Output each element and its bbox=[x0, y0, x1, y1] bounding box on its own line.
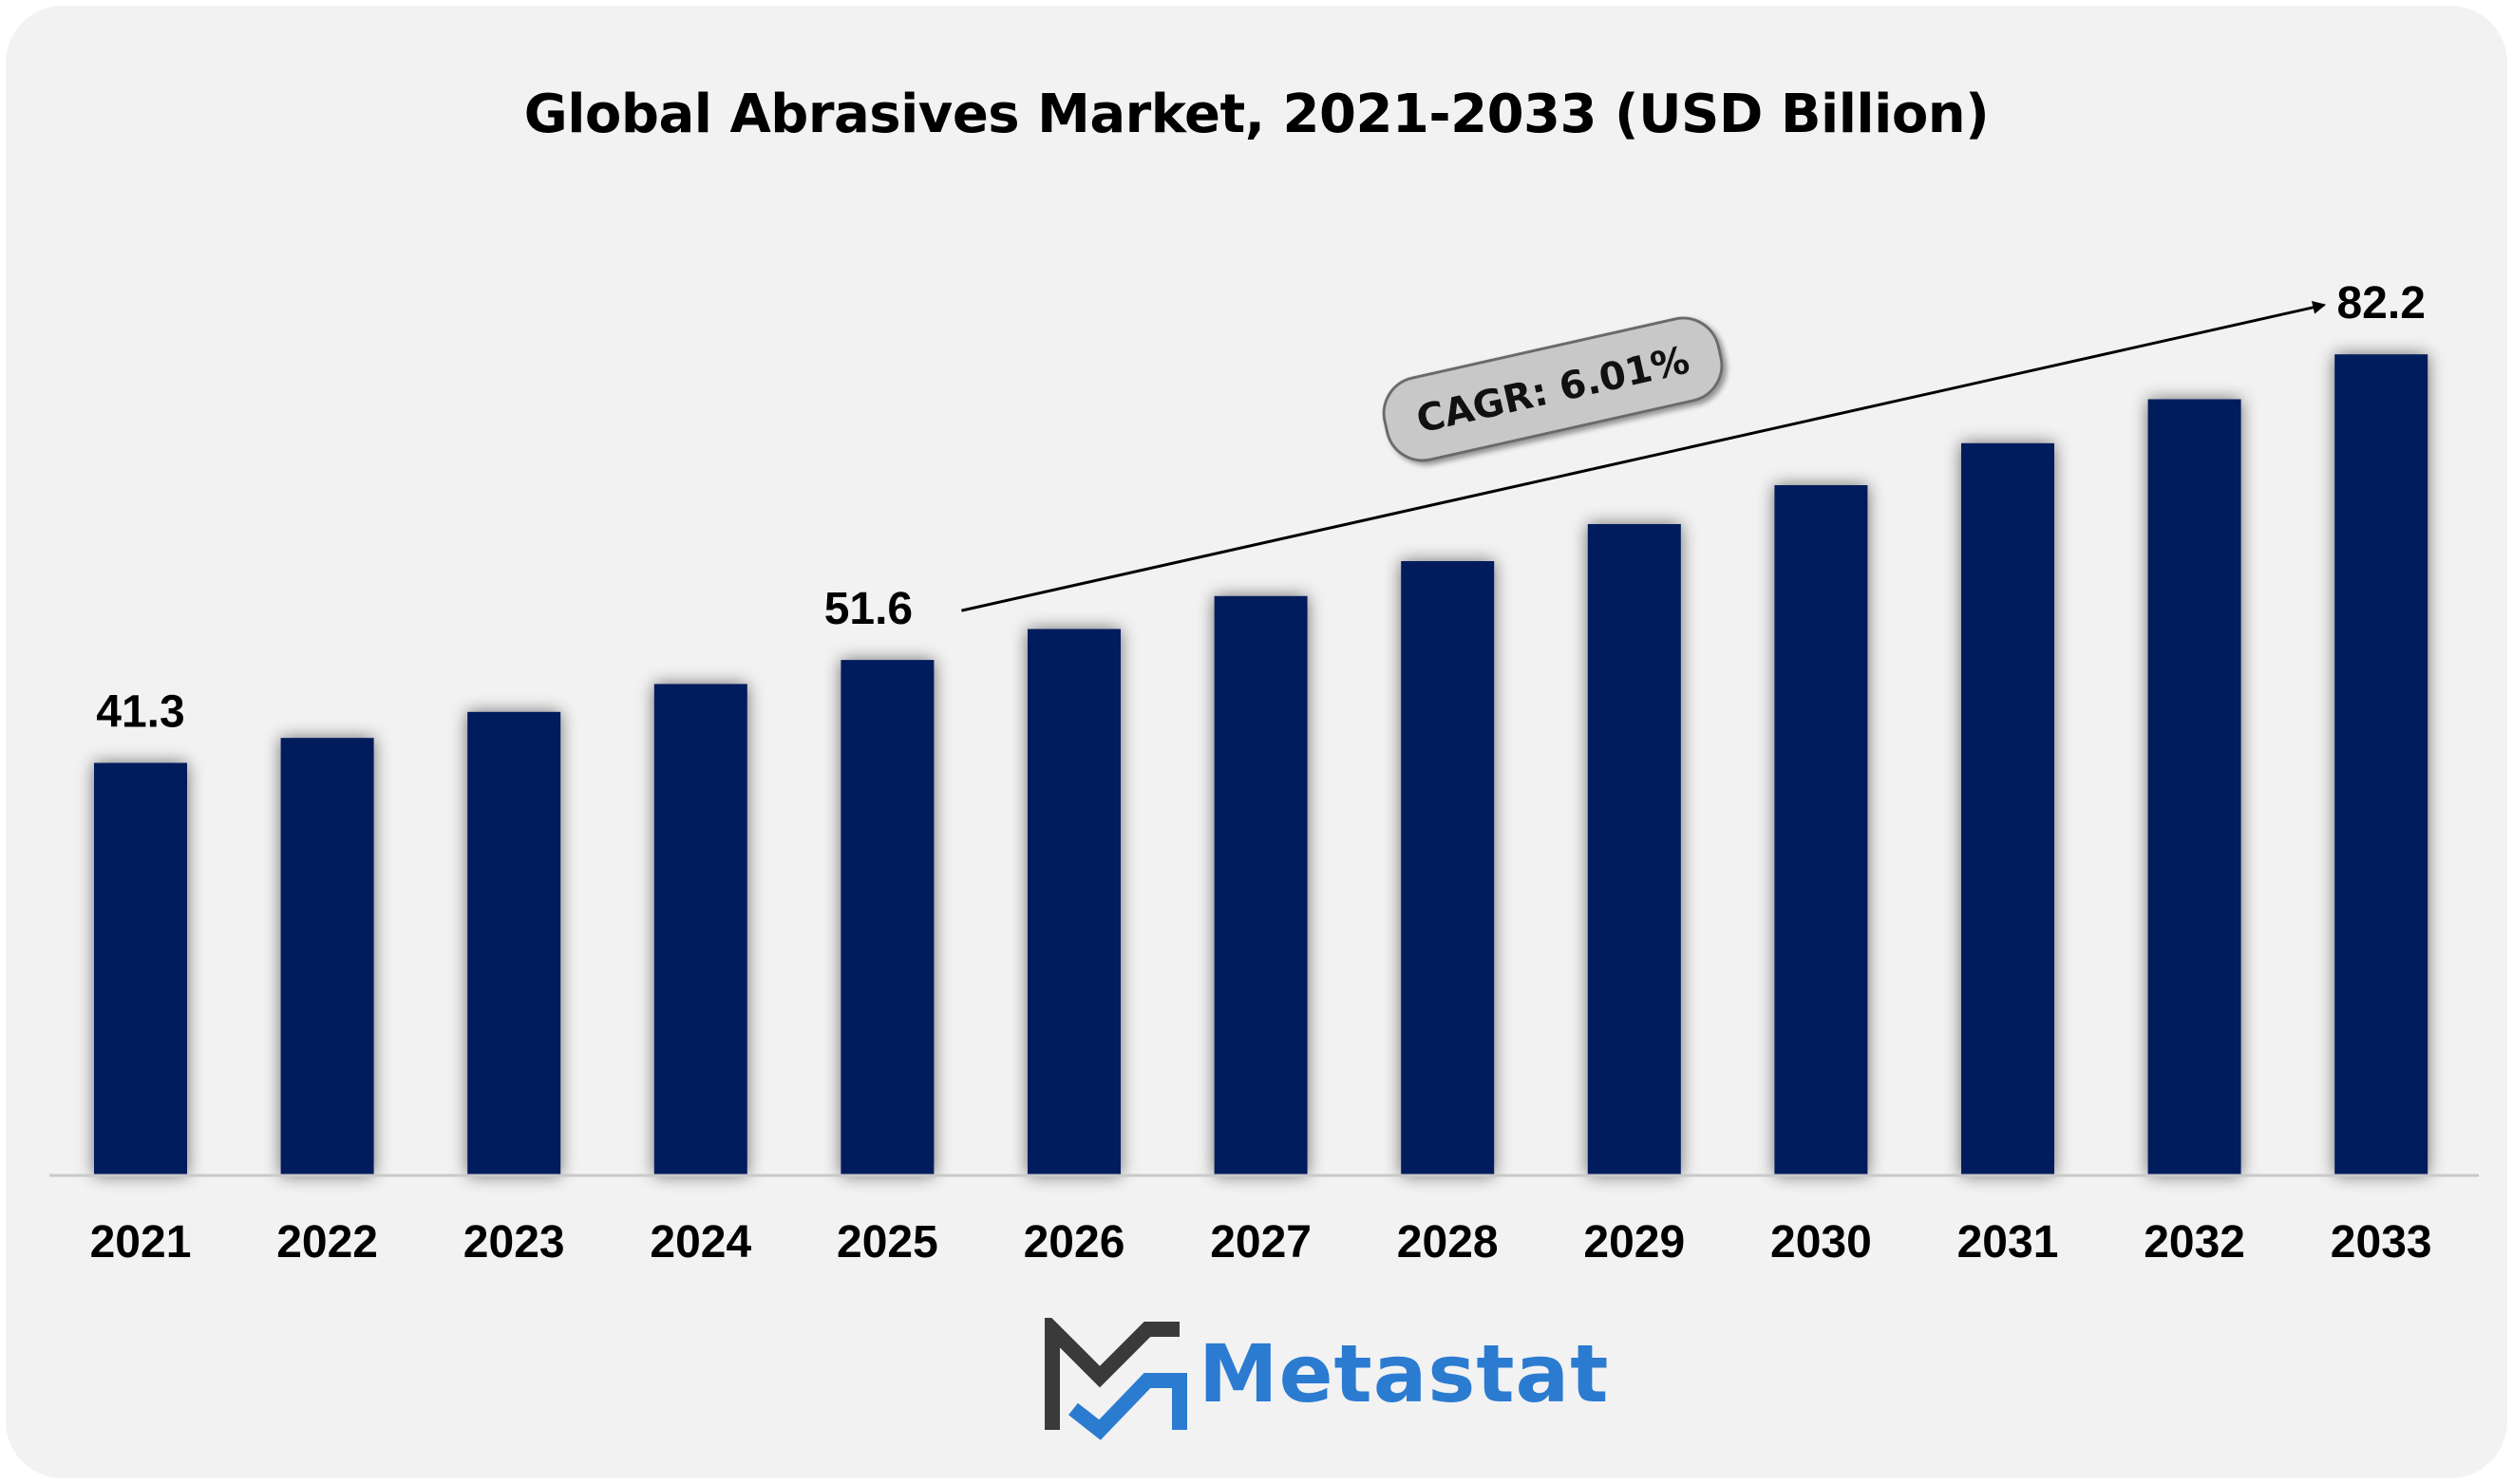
cagr-pill bbox=[1382, 316, 1724, 462]
bar-2028 bbox=[1401, 561, 1495, 1175]
x-tick-label-2022: 2022 bbox=[276, 1217, 378, 1268]
bar-2024 bbox=[653, 684, 747, 1175]
x-tick-label-2026: 2026 bbox=[1024, 1217, 1125, 1268]
x-tick-label-2028: 2028 bbox=[1397, 1217, 1499, 1268]
bar-2033 bbox=[2334, 354, 2428, 1175]
bar-2022 bbox=[280, 738, 374, 1175]
cagr-annotation: CAGR: 6.01% bbox=[1382, 316, 1724, 462]
x-tick-label-2023: 2023 bbox=[463, 1217, 565, 1268]
bar-2032 bbox=[2147, 399, 2241, 1175]
metastat-m-icon bbox=[1045, 1318, 1187, 1440]
chart-title: Global Abrasives Market, 2021-2033 (USD … bbox=[523, 84, 1990, 145]
x-tick-label-2025: 2025 bbox=[837, 1217, 938, 1268]
x-tick-label-2024: 2024 bbox=[650, 1217, 751, 1268]
metastat-logo-text: Metastat bbox=[1199, 1327, 1610, 1420]
x-tick-label-2027: 2027 bbox=[1210, 1217, 1312, 1268]
x-tick-label-2021: 2021 bbox=[90, 1217, 192, 1268]
bar-2029 bbox=[1587, 524, 1681, 1175]
data-label-2033: 82.2 bbox=[2336, 278, 2425, 329]
bar-2027 bbox=[1214, 595, 1308, 1175]
cagr-arrow bbox=[961, 300, 2327, 612]
data-label-2021: 41.3 bbox=[96, 687, 184, 738]
x-tick-label-2030: 2030 bbox=[1770, 1217, 1872, 1268]
x-tick-label-2032: 2032 bbox=[2144, 1217, 2245, 1268]
bar-2026 bbox=[1028, 629, 1121, 1175]
bar-2030 bbox=[1774, 485, 1868, 1175]
bar-2025 bbox=[841, 660, 935, 1175]
x-tick-label-2029: 2029 bbox=[1583, 1217, 1685, 1268]
bar-2021 bbox=[94, 762, 187, 1175]
bar-2031 bbox=[1961, 442, 2054, 1175]
x-tick-label-2031: 2031 bbox=[1957, 1217, 2059, 1268]
data-label-2025: 51.6 bbox=[824, 584, 913, 634]
bar-2023 bbox=[467, 711, 561, 1175]
x-tick-label-2033: 2033 bbox=[2331, 1217, 2432, 1268]
